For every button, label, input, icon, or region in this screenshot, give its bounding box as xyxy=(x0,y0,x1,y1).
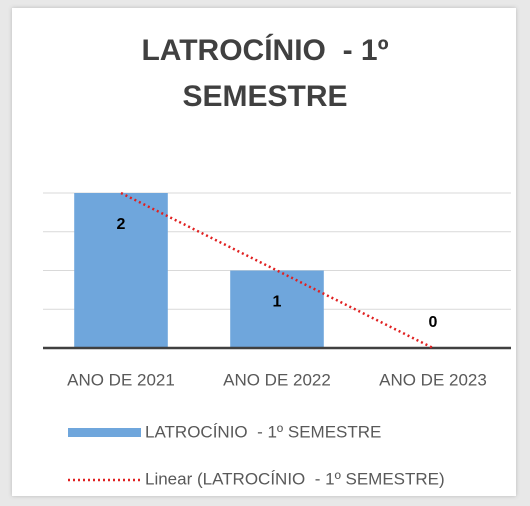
trendline xyxy=(120,191,434,350)
legend-label: LATROCÍNIO - 1º SEMESTRE xyxy=(145,422,381,441)
chart-title: LATROCÍNIO - 1º SEMESTRE xyxy=(141,34,397,113)
data-label: 2 xyxy=(117,216,126,233)
x-tick-label: ANO DE 2021 xyxy=(67,370,175,389)
bar xyxy=(230,270,324,348)
data-label: 0 xyxy=(429,314,438,331)
data-label: 1 xyxy=(273,294,282,311)
legend-swatch xyxy=(68,428,141,437)
legend-label: Linear (LATROCÍNIO - 1º SEMESTRE) xyxy=(145,469,445,488)
x-tick-label: ANO DE 2022 xyxy=(223,370,331,389)
x-tick-label: ANO DE 2023 xyxy=(379,370,487,389)
bar xyxy=(74,193,168,348)
